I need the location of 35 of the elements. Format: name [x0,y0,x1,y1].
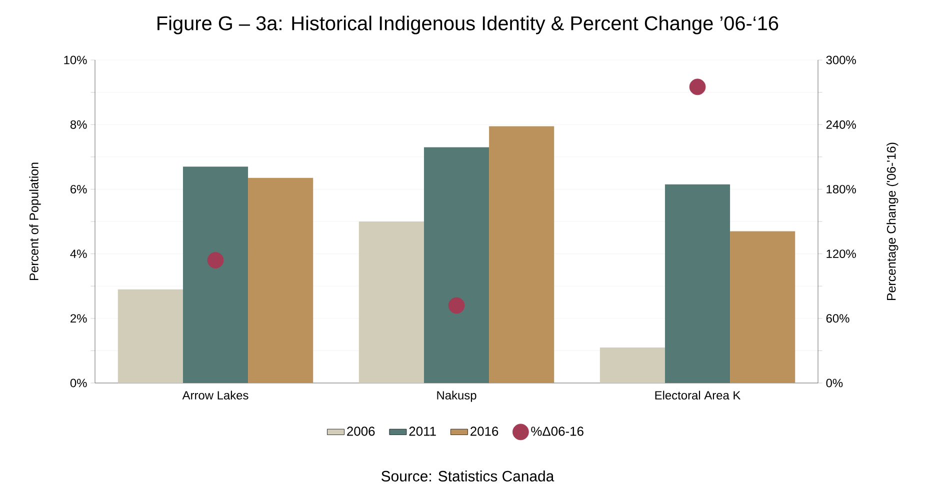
x-tick-label: Electoral Area K [655,390,741,400]
legend-label: 2011 [409,426,436,436]
y-tick-label: 8% [70,120,87,129]
y-axis-title: Percent of Population [29,162,41,280]
legend-label: 2006 [347,426,375,436]
y2-tick-label: 0% [826,378,843,388]
legend-label: %Δ06-16 [531,426,584,436]
source-note: Source: Statistics Canada [382,470,554,482]
y2-tick-label: 60% [826,314,850,323]
bar [182,166,248,383]
y-tick-label: 2% [70,314,87,323]
point [689,78,706,96]
bar [664,184,730,383]
y-tick-label: 4% [70,250,87,258]
x-tick-label: Nakusp [437,390,476,402]
bar [424,147,490,383]
x-tick-label: Arrow Lakes [182,390,248,400]
bar [600,347,665,383]
bar [730,231,796,383]
y-tick-label: 6% [70,184,87,194]
bar [118,289,183,383]
bar [358,221,424,383]
y2-axis-title: Percentage Change ('06-'16) [886,142,898,300]
y2-tick-label: 240% [826,120,856,129]
bar [489,126,554,383]
point [448,297,465,314]
y2-tick-label: 300% [826,56,856,64]
chart-title: Figure G – 3a: Historical Indigenous Identity & Percent Change ’06-‘16 [158,16,778,34]
y-tick-label: 10% [64,56,87,64]
y2-tick-label: 120% [826,250,856,258]
point [207,252,224,268]
y2-tick-label: 180% [826,184,856,194]
y-tick-label: 0% [70,378,87,388]
bar [248,178,314,383]
legend-label: 2016 [470,426,498,436]
